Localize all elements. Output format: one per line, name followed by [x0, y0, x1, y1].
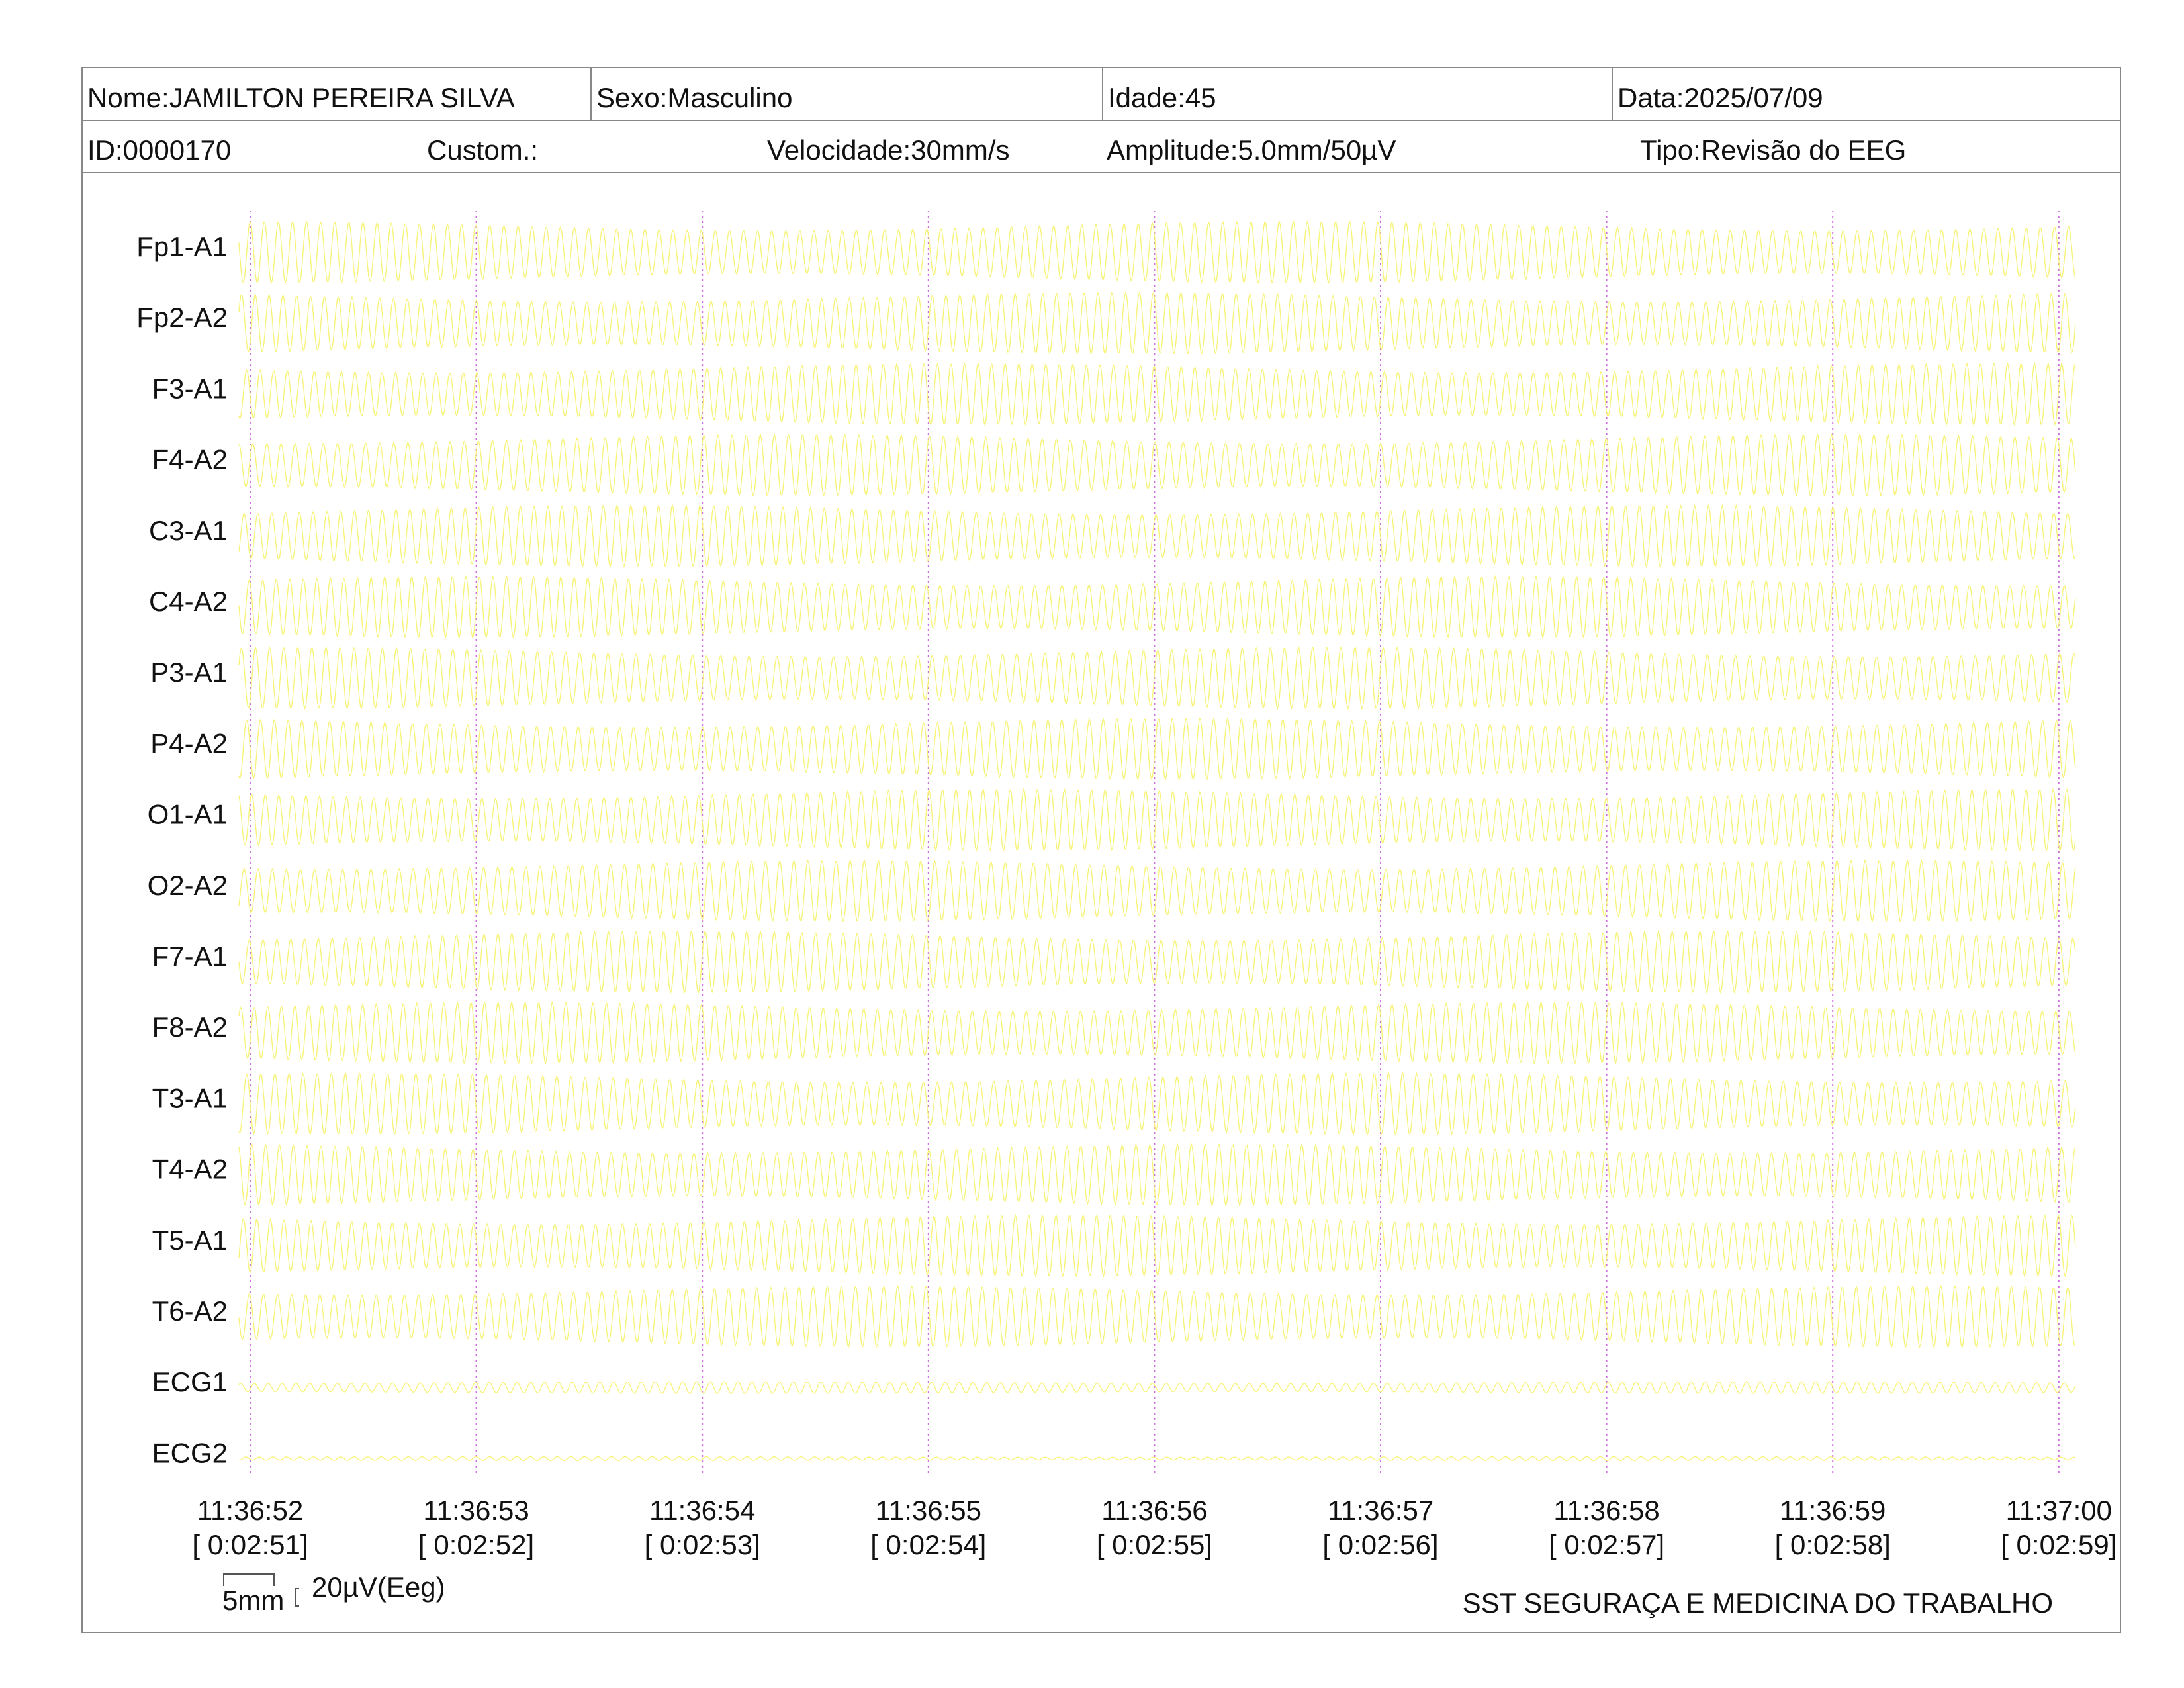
channel-label: T3-A1 [152, 1082, 228, 1113]
time-elapsed: [ 0:02:54] [870, 1529, 986, 1560]
channel-label: F4-A2 [152, 444, 228, 475]
time-elapsed: [ 0:02:57] [1549, 1529, 1664, 1560]
footer-company: SST SEGURAÇA E MEDICINA DO TRABALHO [1463, 1587, 2053, 1618]
time-clock: 11:36:59 [1780, 1495, 1886, 1526]
eeg-trace [238, 646, 2076, 710]
time-clock: 11:36:54 [649, 1495, 755, 1526]
channel-label: Fp1-A1 [136, 231, 228, 262]
time-elapsed: [ 0:02:55] [1097, 1529, 1212, 1560]
eeg-trace [238, 859, 2076, 923]
patient-age: Idade:45 [1108, 82, 1216, 113]
channel-label: C4-A2 [149, 586, 228, 617]
channel-label: F7-A1 [152, 941, 228, 972]
time-elapsed: [ 0:02:51] [192, 1529, 308, 1560]
time-clock: 11:36:52 [197, 1495, 303, 1526]
channel-label: F8-A2 [152, 1011, 228, 1043]
channel-label: P4-A2 [150, 727, 228, 759]
eeg-trace [238, 575, 2076, 639]
eeg-trace [238, 1213, 2076, 1278]
time-clock: 11:36:53 [423, 1495, 529, 1526]
speed: Velocidade:30mm/s [767, 134, 1010, 165]
waveforms [238, 211, 2076, 1475]
time-clock: 11:36:57 [1328, 1495, 1433, 1526]
scale-bar [223, 1573, 299, 1607]
time-elapsed: [ 0:02:58] [1775, 1529, 1891, 1560]
time-clock: 11:36:56 [1101, 1495, 1207, 1526]
custom-field: Custom.: [427, 134, 538, 165]
eeg-trace [238, 291, 2076, 355]
scale-amplitude: 20µV(Eeg) [312, 1571, 445, 1603]
eeg-trace [238, 220, 2076, 285]
eeg-trace [238, 717, 2076, 781]
time-elapsed: [ 0:02:52] [418, 1529, 534, 1560]
channel-label: T5-A1 [152, 1225, 228, 1256]
channel-labels: Fp1-A1 Fp2-A2 F3-A1 F4-A2 C3-A1 C4-A2 P3-A1 P4-… [136, 231, 228, 1468]
eeg-trace [238, 788, 2076, 852]
channel-label: Fp2-A2 [136, 302, 228, 333]
eeg-trace [238, 362, 2076, 426]
time-elapsed: [ 0:02:56] [1322, 1529, 1438, 1560]
amplitude: Amplitude:5.0mm/50µV [1107, 134, 1396, 165]
channel-label: C3-A1 [149, 515, 228, 546]
channel-label: ECG1 [152, 1366, 228, 1397]
channel-label: T6-A2 [152, 1295, 228, 1327]
channel-label: T4-A2 [152, 1154, 228, 1185]
eeg-trace [238, 1072, 2076, 1136]
eeg-trace [238, 930, 2076, 994]
patient-id: ID:0000170 [87, 134, 231, 165]
exam-date: Data:2025/07/09 [1617, 82, 1823, 113]
eeg-trace [238, 1000, 2076, 1065]
time-elapsed: [ 0:02:59] [2001, 1529, 2116, 1560]
channel-label: O1-A1 [148, 799, 228, 830]
time-clock: 11:37:00 [2006, 1495, 2112, 1526]
exam-type: Tipo:Revisão do EEG [1640, 134, 1906, 165]
eeg-trace [238, 1456, 2075, 1462]
scale-length: 5mm [222, 1585, 284, 1616]
eeg-trace [238, 1284, 2075, 1348]
patient-sex: Sexo:Masculino [596, 82, 792, 113]
eeg-trace [238, 433, 2076, 497]
eeg-trace [238, 1381, 2076, 1395]
eeg-trace [238, 504, 2076, 568]
eeg-trace [238, 1143, 2076, 1207]
time-elapsed: [ 0:02:53] [645, 1529, 760, 1560]
time-clock: 11:36:55 [876, 1495, 981, 1526]
channel-label: P3-A1 [150, 657, 228, 688]
channel-label: ECG2 [152, 1437, 228, 1468]
patient-name: Nome:JAMILTON PEREIRA SILVA [87, 82, 515, 113]
time-clock: 11:36:58 [1553, 1495, 1659, 1526]
channel-label: O2-A2 [148, 870, 228, 901]
report-frame [81, 67, 2121, 1633]
channel-label: F3-A1 [152, 373, 228, 404]
